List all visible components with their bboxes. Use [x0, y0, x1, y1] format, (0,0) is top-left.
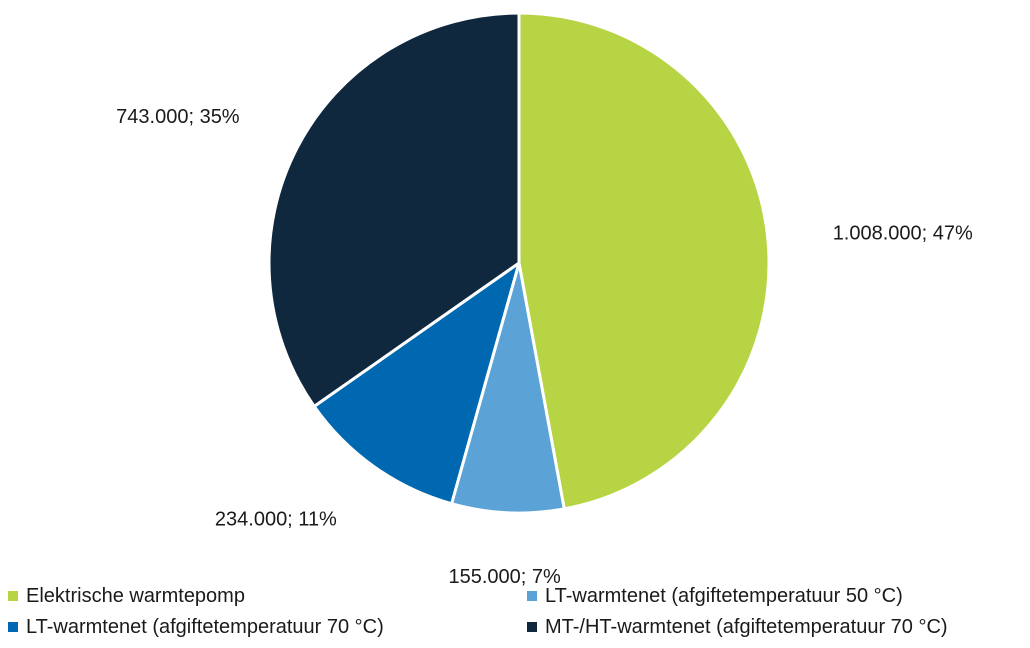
legend-label: LT-warmtenet (afgiftetemperatuur 50 °C) — [545, 585, 903, 607]
data-label-elektrische-warmtepomp: 1.008.000; 47% — [833, 223, 973, 245]
data-label-lt-warmtenet-afgiftetemperatuur-50-c: 155.000; 7% — [449, 566, 562, 588]
legend-label: Elektrische warmtepomp — [26, 585, 245, 607]
pie-data-labels: 1.008.000; 47% 155.000; 7% 234.000; 11% 743… — [116, 106, 973, 588]
data-label-lt-warmtenet-afgiftetemperatuur-70-c: 234.000; 11% — [215, 508, 337, 530]
legend-swatch — [8, 622, 18, 632]
legend-item-mt-ht-warmtenet-70[interactable]: MT-/HT-warmtenet (afgiftetemperatuur 70 … — [527, 615, 948, 639]
legend-swatch — [527, 622, 537, 632]
legend-item-lt-warmtenet-50[interactable]: LT-warmtenet (afgiftetemperatuur 50 °C) — [527, 584, 903, 608]
legend-item-lt-warmtenet-70[interactable]: LT-warmtenet (afgiftetemperatuur 70 °C) — [8, 615, 384, 639]
pie-slices — [267, 11, 771, 515]
pie-slice-elektrische-warmtepomp[interactable] — [517, 11, 771, 511]
legend-label: MT-/HT-warmtenet (afgiftetemperatuur 70 … — [545, 616, 948, 638]
pie-slice-lt-warmtenet-afgiftetemperatuur-50-c[interactable] — [450, 261, 566, 515]
chart-legend: Elektrische warmtepomp LT-warmtenet (afg… — [8, 584, 1030, 648]
data-label-mt-ht-warmtenet-afgiftetemperatuur-70-c: 743.000; 35% — [116, 106, 240, 128]
pie-slice-mt-ht-warmtenet-afgiftetemperatuur-70-c[interactable] — [267, 11, 521, 408]
legend-label: LT-warmtenet (afgiftetemperatuur 70 °C) — [26, 616, 384, 638]
pie-slice-lt-warmtenet-afgiftetemperatuur-70-c[interactable] — [312, 261, 521, 506]
legend-item-elektrische-warmtepomp[interactable]: Elektrische warmtepomp — [8, 584, 245, 608]
legend-swatch — [8, 591, 18, 601]
legend-swatch — [527, 591, 537, 601]
